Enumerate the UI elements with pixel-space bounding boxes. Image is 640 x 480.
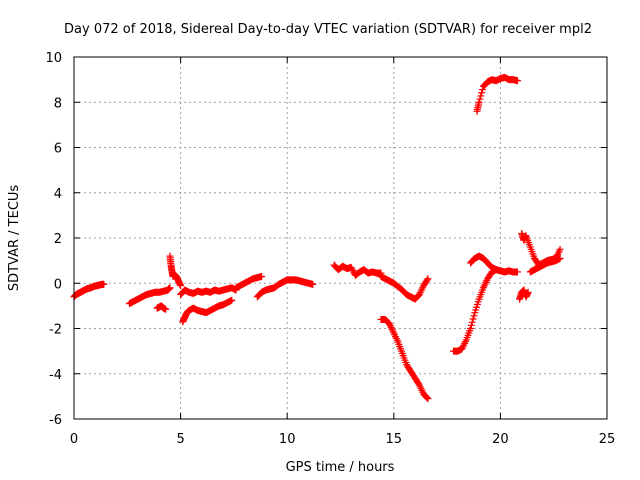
x-tick-label: 10	[279, 432, 296, 447]
data-point	[556, 254, 564, 262]
data-point	[347, 263, 355, 271]
x-axis-label: GPS time / hours	[286, 460, 395, 475]
data-point	[556, 245, 564, 253]
series-arc-3	[153, 302, 170, 313]
data-point	[177, 282, 185, 290]
data-point	[524, 288, 532, 296]
data-point	[475, 98, 483, 106]
data-point	[492, 266, 500, 274]
data-point	[415, 380, 423, 388]
series-arc-12	[449, 266, 521, 355]
grid	[74, 57, 607, 419]
data-point	[166, 284, 174, 292]
series-arc-14	[473, 73, 521, 115]
data-point	[467, 325, 475, 332]
y-tick-label: -6	[49, 413, 62, 428]
y-tick-label: -4	[49, 368, 62, 383]
axis-ticks: 0 5 10 15 20 25 -6 -4 -2 0 2 4 6 8 10	[45, 51, 615, 447]
series-arc-1	[70, 280, 108, 301]
data-point	[478, 89, 486, 97]
y-tick-label: 8	[54, 96, 62, 111]
data-point	[513, 77, 521, 85]
y-tick-label: -2	[49, 323, 62, 338]
data-point	[469, 315, 477, 323]
data-point	[477, 92, 485, 100]
data-point	[468, 318, 476, 326]
y-axis-label: SDTVAR / TECUs	[7, 185, 22, 292]
data-point	[162, 305, 170, 313]
data-point	[476, 95, 484, 103]
data-point	[258, 272, 266, 280]
data-point	[309, 280, 317, 288]
x-tick-label: 5	[176, 432, 184, 447]
data-point	[348, 265, 356, 273]
x-tick-label: 20	[492, 432, 509, 447]
series-arc-9	[330, 261, 385, 279]
series-arc-11	[377, 315, 432, 403]
y-tick-label: 4	[54, 187, 62, 202]
series-arc-15	[516, 286, 532, 303]
x-tick-label: 15	[386, 432, 403, 447]
data-point	[513, 268, 521, 276]
y-tick-label: 10	[45, 51, 62, 66]
data-point	[424, 275, 432, 283]
series-arc-2	[125, 284, 174, 308]
data-point	[423, 276, 431, 284]
data-point	[470, 312, 478, 320]
series-arc-4	[166, 252, 185, 290]
data-point	[424, 395, 432, 403]
y-tick-label: 6	[54, 142, 62, 157]
x-tick-label: 25	[599, 432, 616, 447]
series-arc-6	[179, 296, 236, 326]
series-arc-17	[526, 254, 564, 276]
series-arc-5	[177, 284, 240, 299]
data-point	[349, 267, 357, 275]
chart-title: Day 072 of 2018, Sidereal Day-to-day VTE…	[64, 22, 592, 37]
data-point	[100, 280, 108, 288]
data-points	[70, 73, 564, 403]
y-tick-label: 2	[54, 232, 62, 247]
x-tick-label: 0	[70, 432, 78, 447]
series-arc-10	[377, 272, 432, 303]
data-point	[228, 296, 236, 304]
series-arc-7	[232, 272, 266, 292]
data-point	[467, 321, 475, 329]
series-arc-8	[253, 276, 317, 301]
series-arc-13	[467, 252, 500, 274]
data-point	[423, 394, 431, 402]
data-point	[478, 86, 486, 94]
y-tick-label: 0	[54, 277, 62, 292]
